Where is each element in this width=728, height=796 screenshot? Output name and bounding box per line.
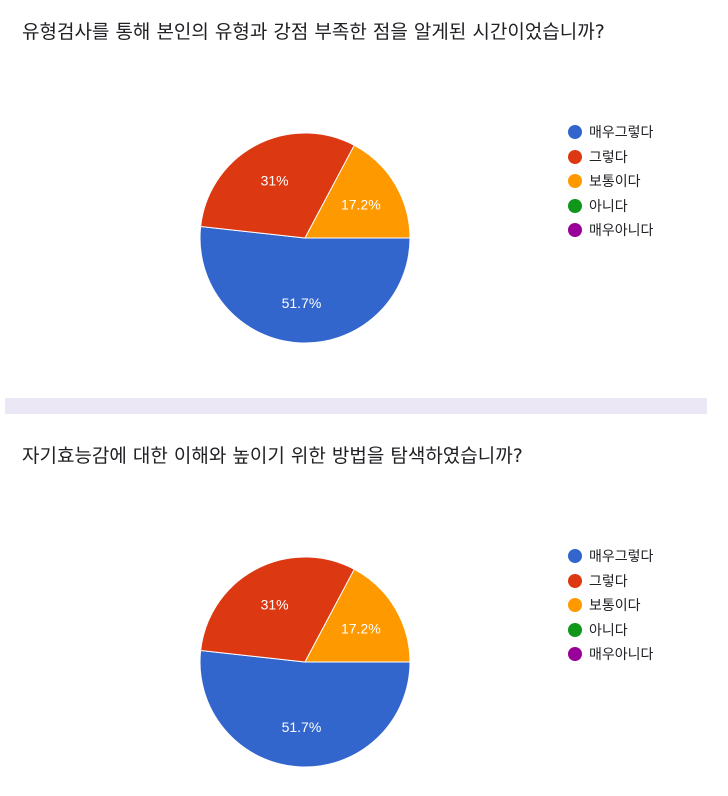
- section-divider: [5, 398, 707, 414]
- legend-item: 매우그렇다: [568, 544, 653, 569]
- slice-label: 31%: [261, 172, 289, 188]
- legend-label: 보통이다: [589, 598, 641, 615]
- legend-swatch-icon: [568, 149, 582, 164]
- pie-slice: [304, 568, 411, 663]
- legend-swatch-icon: [568, 549, 582, 564]
- pie-slice: [199, 225, 411, 344]
- pie-slice: [200, 132, 356, 239]
- question-card-1: 유형검사를 통해 본인의 유형과 강점 부족한 점을 알게된 시간이었습니까? …: [22, 21, 654, 344]
- legend-swatch-icon: [568, 598, 582, 613]
- legend-label: 매우그렇다: [589, 549, 654, 566]
- legend-swatch-icon: [568, 125, 582, 140]
- legend-item: 매우그렇다: [568, 120, 653, 145]
- legend-swatch-icon: [568, 174, 582, 189]
- slice-label: 51.7%: [282, 719, 322, 735]
- legend-item: 아니다: [568, 618, 653, 643]
- slice-label: 31%: [261, 596, 289, 612]
- pie-chart: 51.7% 31% 17.2%: [199, 132, 411, 344]
- pie-slice: [304, 144, 411, 239]
- legend-label: 아니다: [589, 198, 628, 215]
- question-card-2: 자기효능감에 대한 이해와 높이기 위한 방법을 탐색하였습니까? 51.7% 3…: [0, 414, 728, 796]
- legend-swatch-icon: [568, 622, 582, 637]
- legend-label: 매우그렇다: [589, 125, 654, 142]
- legend-label: 그렇다: [589, 573, 628, 590]
- legend-label: 매우아니다: [589, 647, 654, 664]
- legend-item: 보통이다: [568, 593, 653, 618]
- chart-legend: 매우그렇다 그렇다 보통이다 아니다 매우아니다: [568, 544, 653, 667]
- legend-swatch-icon: [568, 573, 582, 588]
- legend-swatch-icon: [568, 223, 582, 238]
- legend-label: 아니다: [589, 622, 628, 639]
- slice-label: 51.7%: [282, 295, 322, 311]
- pie-chart: 51.7% 31% 17.2%: [199, 556, 411, 768]
- legend-swatch-icon: [568, 647, 582, 662]
- legend-item: 그렇다: [568, 569, 653, 594]
- legend-label: 매우아니다: [589, 223, 654, 240]
- legend-item: 그렇다: [568, 145, 653, 170]
- legend-label: 보통이다: [589, 174, 641, 191]
- question-title: 유형검사를 통해 본인의 유형과 강점 부족한 점을 알게된 시간이었습니까?: [22, 21, 605, 43]
- legend-item: 보통이다: [568, 169, 653, 194]
- slice-label: 17.2%: [341, 196, 381, 212]
- legend-item: 매우아니다: [568, 218, 653, 243]
- legend-item: 매우아니다: [568, 642, 653, 667]
- question-title: 자기효능감에 대한 이해와 높이기 위한 방법을 탐색하였습니까?: [22, 445, 523, 467]
- legend-item: 아니다: [568, 194, 653, 219]
- chart-legend: 매우그렇다 그렇다 보통이다 아니다 매우아니다: [568, 120, 653, 243]
- pie-slice: [199, 649, 411, 768]
- legend-label: 그렇다: [589, 149, 628, 166]
- legend-swatch-icon: [568, 198, 582, 213]
- slice-label: 17.2%: [341, 620, 381, 636]
- pie-slice: [200, 556, 356, 663]
